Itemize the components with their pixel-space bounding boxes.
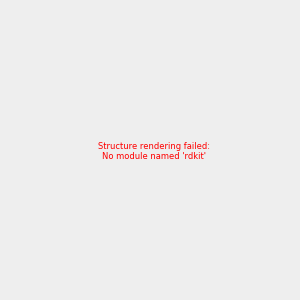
Text: Structure rendering failed:
No module named 'rdkit': Structure rendering failed: No module na… bbox=[98, 142, 210, 161]
